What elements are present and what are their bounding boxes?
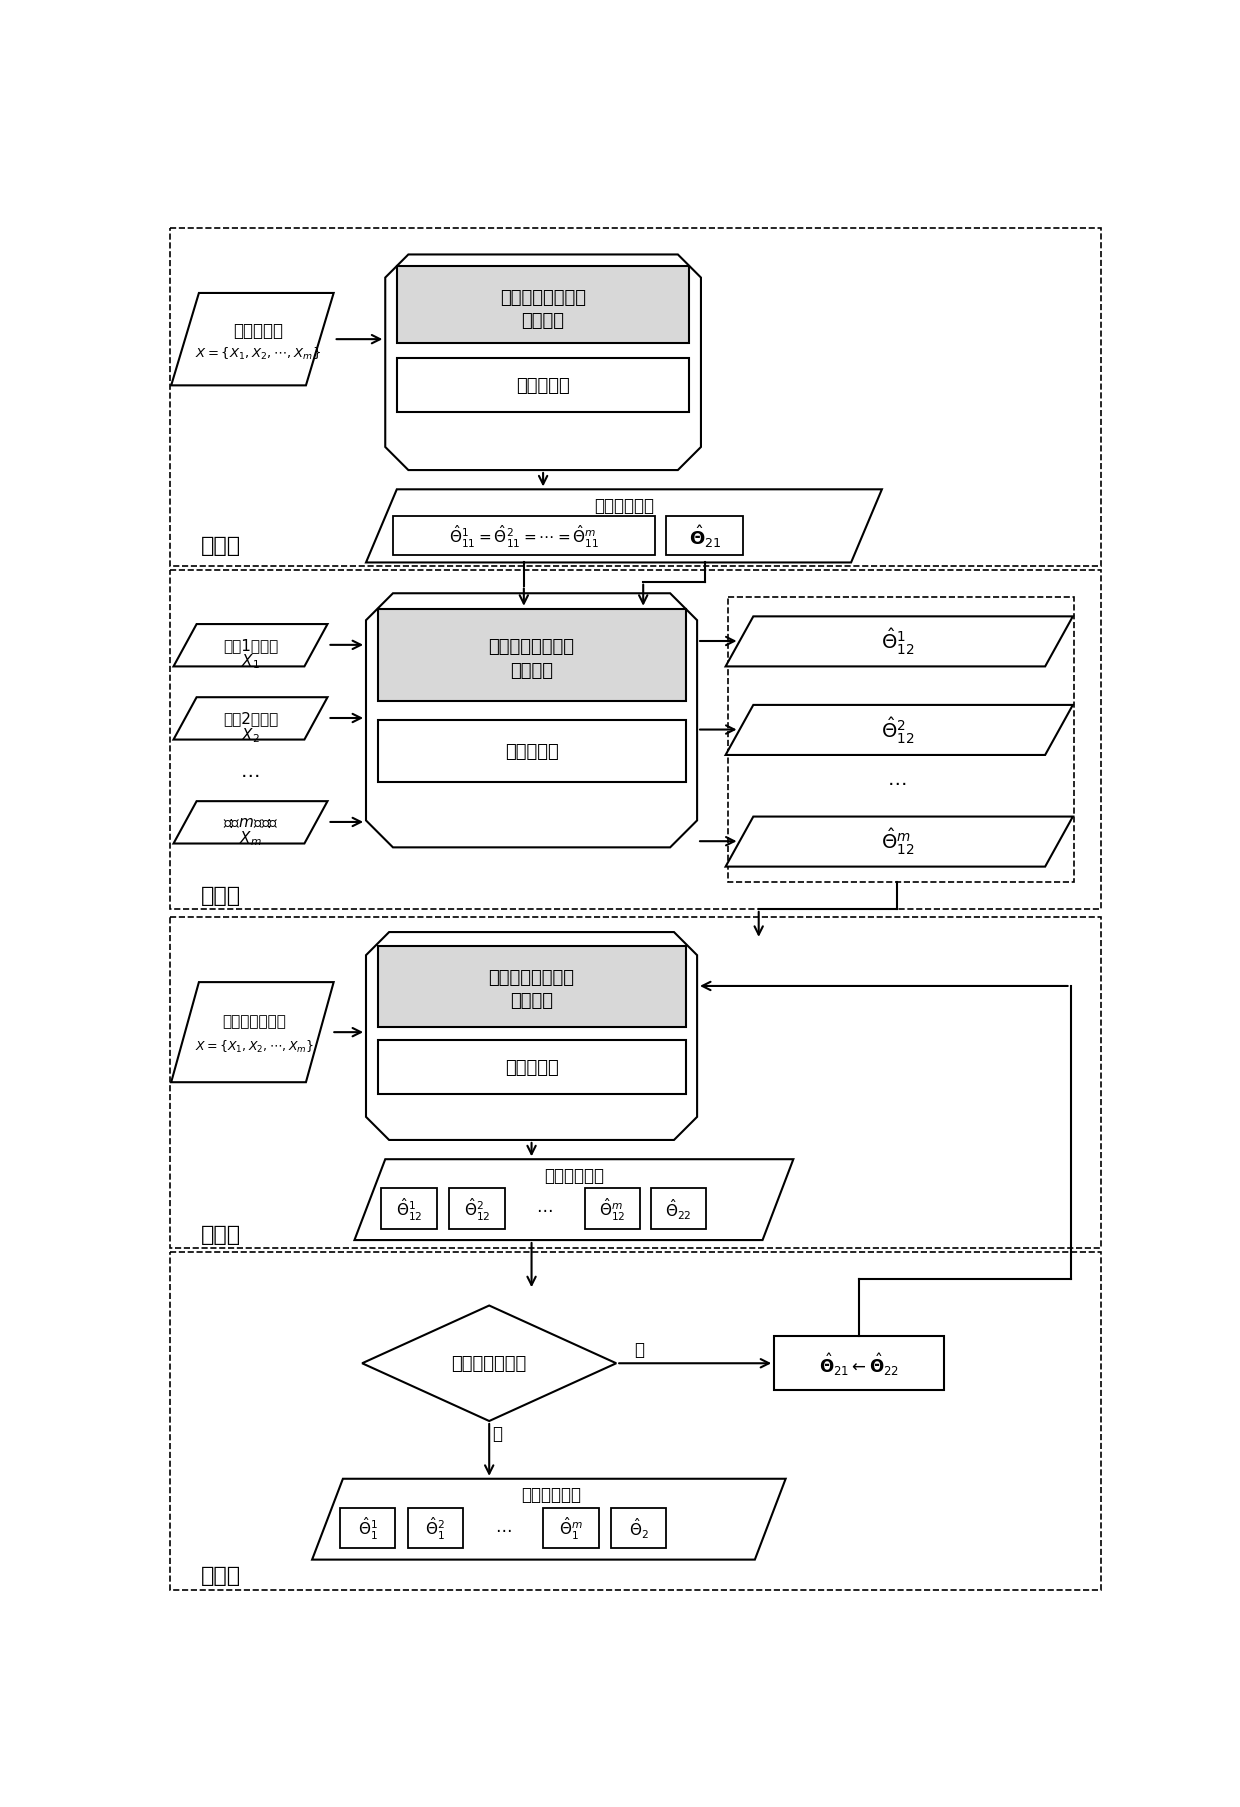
- Text: 退化模型: 退化模型: [510, 661, 553, 679]
- Text: 步骤五: 步骤五: [201, 885, 241, 905]
- Text: $\hat{\Theta}_{12}^1$: $\hat{\Theta}_{12}^1$: [880, 627, 914, 658]
- Text: $\hat{\Theta}_{1}^m$: $\hat{\Theta}_{1}^m$: [559, 1514, 583, 1541]
- Bar: [377, 721, 686, 782]
- Polygon shape: [725, 817, 1073, 867]
- Text: $\hat{\boldsymbol{\Theta}}_{21}\leftarrow\hat{\boldsymbol{\Theta}}_{22}$: $\hat{\boldsymbol{\Theta}}_{21}\leftarro…: [818, 1350, 899, 1377]
- Text: $\hat{\Theta}_{11}^1=\hat{\Theta}_{11}^2=\cdots=\hat{\Theta}_{11}^m$: $\hat{\Theta}_{11}^1=\hat{\Theta}_{11}^2…: [449, 522, 599, 549]
- Bar: [340, 1509, 396, 1549]
- Text: 样本1数据：: 样本1数据：: [223, 638, 278, 652]
- Text: $X=\{X_1,X_2,\cdots,X_m\}$: $X=\{X_1,X_2,\cdots,X_m\}$: [195, 345, 321, 361]
- Text: 样本$m$数据：: 样本$m$数据：: [223, 815, 278, 829]
- Text: 粒子群算法: 粒子群算法: [505, 1059, 558, 1077]
- Bar: [449, 1189, 505, 1229]
- Text: $\hat{\Theta}_{12}^2$: $\hat{\Theta}_{12}^2$: [464, 1196, 490, 1222]
- Text: 机电产品输出特性: 机电产品输出特性: [489, 638, 574, 656]
- Bar: [666, 517, 743, 555]
- Text: $\hat{\Theta}_{12}^m$: $\hat{\Theta}_{12}^m$: [880, 826, 914, 857]
- Polygon shape: [725, 705, 1073, 755]
- Text: …: …: [888, 770, 906, 788]
- Bar: [393, 517, 655, 555]
- Bar: [377, 609, 686, 701]
- Bar: [170, 918, 1101, 1249]
- Bar: [170, 228, 1101, 567]
- Bar: [408, 1509, 463, 1549]
- Bar: [170, 1252, 1101, 1590]
- Text: $X_1$: $X_1$: [241, 652, 260, 670]
- Polygon shape: [366, 595, 697, 847]
- Bar: [377, 947, 686, 1026]
- Bar: [377, 1041, 686, 1095]
- Bar: [611, 1509, 666, 1549]
- Text: $\cdots$: $\cdots$: [537, 1200, 553, 1218]
- Text: $\hat{\Theta}_{2}$: $\hat{\Theta}_{2}$: [629, 1516, 649, 1541]
- Bar: [651, 1189, 707, 1229]
- Text: 粒子群算法: 粒子群算法: [516, 378, 570, 396]
- Polygon shape: [355, 1160, 794, 1240]
- Text: 是: 是: [492, 1424, 502, 1442]
- Text: 试验数据：: 试验数据：: [233, 322, 283, 340]
- Polygon shape: [174, 802, 327, 844]
- Polygon shape: [366, 490, 882, 564]
- Bar: [397, 267, 689, 343]
- Text: $\hat{\Theta}_{12}^2$: $\hat{\Theta}_{12}^2$: [880, 716, 914, 744]
- Text: $\hat{\Theta}_{12}^m$: $\hat{\Theta}_{12}^m$: [599, 1196, 626, 1222]
- Polygon shape: [312, 1478, 786, 1559]
- Text: 参数估计结果: 参数估计结果: [594, 497, 653, 515]
- Text: 步骤六: 步骤六: [201, 1223, 241, 1245]
- Text: 全部样本数据：: 全部样本数据：: [222, 1014, 286, 1028]
- Bar: [728, 598, 1074, 882]
- Bar: [382, 1189, 436, 1229]
- Text: $\hat{\boldsymbol{\Theta}}_{21}$: $\hat{\boldsymbol{\Theta}}_{21}$: [688, 522, 720, 549]
- Text: 样本2数据：: 样本2数据：: [223, 712, 278, 726]
- Text: $\cdots$: $\cdots$: [495, 1520, 511, 1538]
- Text: 是否满足要求？: 是否满足要求？: [451, 1355, 527, 1373]
- Polygon shape: [362, 1306, 616, 1422]
- Bar: [585, 1189, 640, 1229]
- Text: 退化模型: 退化模型: [510, 992, 553, 1010]
- Text: $X_2$: $X_2$: [241, 725, 260, 744]
- Text: $\hat{\Theta}_{1}^1$: $\hat{\Theta}_{1}^1$: [357, 1514, 377, 1541]
- Text: $\hat{\Theta}_{1}^2$: $\hat{\Theta}_{1}^2$: [425, 1514, 445, 1541]
- Bar: [543, 1509, 599, 1549]
- Text: 步骤七: 步骤七: [201, 1565, 241, 1585]
- Text: …: …: [241, 761, 260, 781]
- Polygon shape: [171, 295, 334, 387]
- Text: 步骤四: 步骤四: [201, 535, 241, 555]
- Polygon shape: [174, 698, 327, 741]
- Polygon shape: [366, 932, 697, 1140]
- Text: 机电产品输出特性: 机电产品输出特性: [489, 969, 574, 987]
- Text: $X=\{X_1,X_2,\cdots,X_m\}$: $X=\{X_1,X_2,\cdots,X_m\}$: [195, 1039, 314, 1055]
- Text: 参数估计结果: 参数估计结果: [544, 1166, 604, 1184]
- Bar: [170, 571, 1101, 909]
- Text: 否: 否: [635, 1341, 645, 1359]
- Text: $\hat{\Theta}_{12}^1$: $\hat{\Theta}_{12}^1$: [396, 1196, 423, 1222]
- Text: 参数估计结果: 参数估计结果: [521, 1485, 580, 1503]
- Polygon shape: [171, 983, 334, 1082]
- Text: 最小二乘法: 最小二乘法: [505, 743, 558, 761]
- Text: 退化模型: 退化模型: [522, 313, 564, 329]
- Text: $X_m$: $X_m$: [239, 829, 262, 847]
- Bar: [774, 1337, 944, 1390]
- Polygon shape: [386, 255, 701, 472]
- Polygon shape: [174, 625, 327, 667]
- Text: $\hat{\Theta}_{22}$: $\hat{\Theta}_{22}$: [666, 1196, 692, 1222]
- Polygon shape: [725, 616, 1073, 667]
- Text: 机电产品输出特性: 机电产品输出特性: [500, 289, 587, 307]
- Bar: [397, 360, 689, 414]
